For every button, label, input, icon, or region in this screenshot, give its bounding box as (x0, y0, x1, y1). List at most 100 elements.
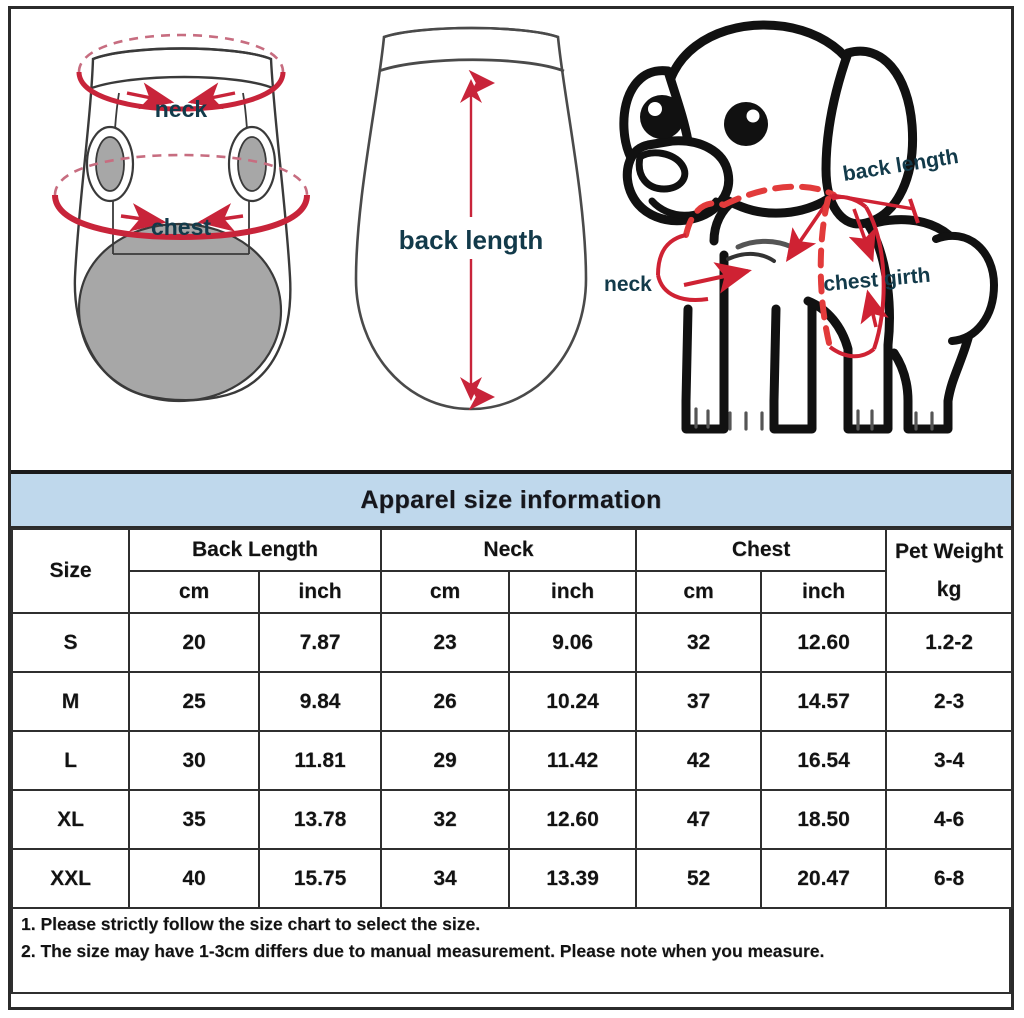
unit-chest-cm: cm (635, 570, 763, 614)
chest-girth-top (831, 195, 868, 209)
cell-back-inch: 15.75 (258, 848, 382, 909)
unit-chest-inch: inch (760, 570, 888, 614)
back-length-end-tick (908, 198, 920, 224)
cell-size: L (11, 730, 130, 791)
illustration-band: neck chest (11, 9, 1011, 468)
back-collar-top (383, 26, 559, 39)
notes-block: 1. Please strictly follow the size chart… (11, 909, 1011, 994)
cell-back-cm: 40 (128, 848, 260, 909)
chest-loop-solid (52, 194, 310, 241)
unit-back-cm: cm (128, 570, 260, 614)
dog-neck-label: neck (604, 273, 652, 296)
chest-girth-dashed-front (817, 196, 833, 350)
unit-neck-cm: cm (380, 570, 510, 614)
header-size: Size (11, 528, 130, 614)
table-row: L 30 11.81 29 11.42 42 16.54 3-4 (11, 730, 1014, 791)
left-sleeve-hole-inner (95, 136, 125, 192)
cell-back-inch: 7.87 (258, 612, 382, 673)
cell-neck-inch: 11.42 (507, 730, 638, 791)
cell-size: XL (11, 789, 130, 850)
back-collar-bottom (378, 58, 565, 73)
header-pet-weight: Pet Weight (894, 540, 1004, 563)
table-row: XL 35 13.78 32 12.60 47 18.50 4-6 (11, 789, 1014, 850)
cell-chest-inch: 12.60 (760, 612, 888, 673)
back-length-label: back length (399, 225, 543, 255)
table-group-header-row: Size Back Length Neck Chest Pet Weight k… (11, 528, 1014, 614)
cell-chest-cm: 37 (635, 671, 763, 732)
dog-right-eye (724, 102, 768, 146)
cell-chest-cm: 47 (635, 789, 763, 850)
cell-back-inch: 11.81 (258, 730, 382, 791)
chest-arrow-left (120, 203, 167, 232)
dog-chest-fur-2 (726, 252, 776, 263)
garment-back-diagram: back length (354, 26, 588, 411)
collar-top-edge (92, 47, 272, 61)
neck-loop-dashed (77, 33, 285, 73)
neck-solid-bottom (656, 274, 709, 302)
collar-bottom-edge (88, 75, 276, 91)
neck-dashed-left (683, 200, 727, 238)
table-row: M 25 9.84 26 10.24 37 14.57 2-3 (11, 671, 1014, 732)
neck-label: neck (155, 96, 208, 122)
neck-loop-solid (76, 71, 286, 112)
table-row: XXL 40 15.75 34 13.39 52 20.47 6-8 (11, 848, 1014, 909)
cell-neck-inch: 9.06 (507, 612, 638, 673)
neck-arrow (683, 262, 752, 294)
cell-weight: 6-8 (885, 848, 1014, 909)
cell-weight: 3-4 (885, 730, 1014, 791)
cell-weight: 4-6 (885, 789, 1014, 850)
neck-dashed-upper (721, 183, 837, 208)
cell-chest-cm: 32 (635, 612, 763, 673)
cell-chest-cm: 42 (635, 730, 763, 791)
back-length-arrow-up (460, 79, 482, 103)
cell-neck-inch: 12.60 (507, 789, 638, 850)
chest-girth-arrow-down (848, 208, 876, 263)
cell-chest-cm: 52 (635, 848, 763, 909)
cell-back-cm: 25 (128, 671, 260, 732)
cell-weight: 1.2-2 (885, 612, 1014, 673)
dog-nose (635, 149, 689, 193)
table-unit-header-row: cm inch cm inch cm inch (12, 570, 1012, 614)
cell-chest-inch: 20.47 (760, 848, 888, 909)
size-table-section: Apparel size information Size Back Lengt… (11, 470, 1014, 1007)
dog-right-eye-highlight (746, 109, 760, 123)
table-title-band: Apparel size information (11, 474, 1011, 528)
cell-chest-inch: 16.54 (760, 730, 888, 791)
cell-chest-inch: 18.50 (760, 789, 888, 850)
header-chest: Chest (635, 528, 888, 572)
right-sleeve-hole-inner (237, 136, 267, 192)
header-neck: Neck (379, 528, 638, 572)
size-table: Size Back Length Neck Chest Pet Weight k… (11, 528, 1014, 909)
chest-arrow-right (197, 203, 244, 232)
note-2: 2. The size may have 1-3cm differs due t… (21, 941, 825, 962)
cell-weight: 2-3 (885, 671, 1014, 732)
cell-neck-inch: 10.24 (507, 671, 638, 732)
cell-back-cm: 20 (128, 612, 260, 673)
header-pet-weight-wrap: Pet Weight kg (885, 528, 1014, 614)
cell-back-cm: 35 (128, 789, 260, 850)
table-row: S 20 7.87 23 9.06 32 12.60 1.2-2 (11, 612, 1014, 673)
cell-size: S (11, 612, 130, 673)
cell-neck-cm: 32 (380, 789, 510, 850)
header-unit-kg: kg (936, 578, 962, 601)
dog-left-eye (640, 95, 684, 139)
table-title: Apparel size information (360, 485, 662, 514)
chest-label: chest (151, 214, 211, 240)
neck-solid-left (656, 233, 687, 276)
dog-left-eye-highlight (648, 102, 662, 116)
cell-neck-cm: 23 (380, 612, 510, 673)
chest-girth-bottom (828, 345, 876, 359)
dog-body-outline (619, 20, 978, 434)
chest-girth-arrow-up (860, 289, 889, 328)
cell-neck-inch: 13.39 (507, 848, 638, 909)
cell-neck-cm: 29 (380, 730, 510, 791)
cell-size: XXL (11, 848, 130, 909)
garment-body-fill (77, 222, 283, 403)
note-1: 1. Please strictly follow the size chart… (21, 914, 481, 934)
dog-toe-lines (694, 407, 934, 431)
unit-neck-inch: inch (507, 570, 638, 614)
neck-arrow-left (126, 82, 175, 110)
back-length-label-bg (378, 217, 564, 259)
cell-back-inch: 9.84 (258, 671, 382, 732)
outer-frame (8, 6, 1014, 1010)
